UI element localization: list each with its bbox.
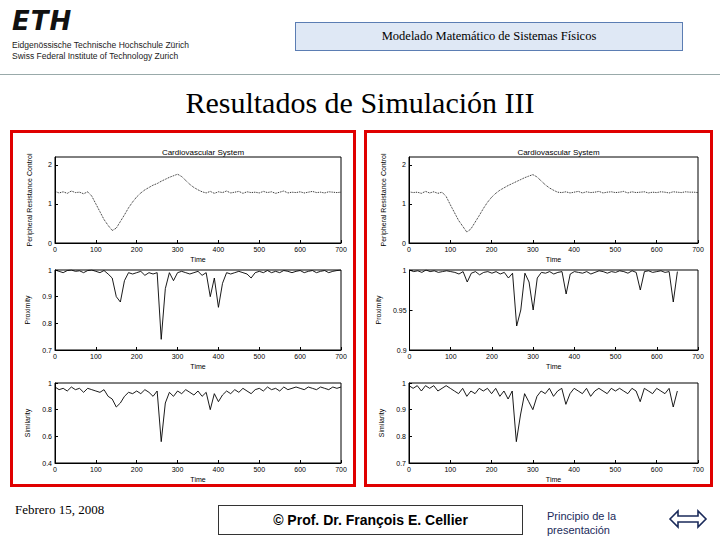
svg-text:300: 300: [172, 246, 184, 253]
svg-text:0: 0: [53, 246, 57, 253]
svg-text:1: 1: [402, 380, 406, 387]
svg-text:2: 2: [48, 161, 52, 168]
svg-text:0.95: 0.95: [393, 307, 407, 314]
svg-text:400: 400: [568, 246, 580, 253]
html-text:Modelado Matemático de Sistema: Modelado Matemático de Sistemas Físicos: [381, 29, 597, 43]
svg-text:Cardiovascular System: Cardiovascular System: [517, 148, 600, 157]
svg-text:400: 400: [213, 246, 225, 253]
svg-text:0.6: 0.6: [42, 433, 52, 440]
svg-text:100: 100: [90, 246, 102, 253]
svg-text:700: 700: [692, 246, 704, 253]
svg-text:0.9: 0.9: [396, 406, 406, 413]
svg-text:0: 0: [402, 240, 406, 247]
svg-text:400: 400: [568, 466, 580, 473]
svg-text:Proximity: Proximity: [375, 295, 383, 324]
svg-text:200: 200: [131, 246, 143, 253]
svg-text:1: 1: [402, 200, 406, 207]
svg-text:700: 700: [692, 353, 704, 360]
svg-text:0.8: 0.8: [42, 320, 52, 327]
svg-text:500: 500: [253, 246, 265, 253]
svg-text:400: 400: [569, 353, 581, 360]
svg-text:1: 1: [403, 267, 407, 274]
svg-text:Similarity: Similarity: [24, 408, 32, 437]
svg-text:100: 100: [90, 466, 102, 473]
svg-text:200: 200: [486, 246, 498, 253]
svg-text:Cardiovascular System: Cardiovascular System: [162, 148, 245, 157]
svg-text:300: 300: [172, 466, 184, 473]
svg-text:Time: Time: [546, 476, 561, 483]
svg-text:Peripheral Resistance Control: Peripheral Resistance Control: [26, 153, 34, 246]
svg-text:500: 500: [610, 466, 622, 473]
svg-text:600: 600: [294, 353, 306, 360]
svg-text:600: 600: [294, 466, 306, 473]
svg-text:1: 1: [48, 200, 52, 207]
svg-text:0: 0: [53, 466, 57, 473]
svg-text:Time: Time: [190, 363, 205, 370]
html-text:Principio de la presentación: Principio de la presentación: [547, 510, 617, 536]
svg-text:500: 500: [610, 246, 622, 253]
svg-text:700: 700: [335, 246, 347, 253]
svg-text:200: 200: [131, 466, 143, 473]
html-text:Swiss Federal Institute of Tec: Swiss Federal Institute of Technology Zu…: [12, 51, 179, 61]
html-text:Febrero 15, 2008: Febrero 15, 2008: [15, 502, 105, 517]
svg-text:0.7: 0.7: [42, 347, 52, 354]
svg-text:0: 0: [48, 240, 52, 247]
svg-text:200: 200: [486, 353, 498, 360]
svg-text:Peripheral Resistance Control: Peripheral Resistance Control: [380, 153, 388, 246]
svg-text:100: 100: [444, 246, 456, 253]
svg-text:Proximity: Proximity: [24, 295, 32, 324]
svg-text:500: 500: [253, 466, 265, 473]
svg-text:0: 0: [53, 353, 57, 360]
svg-text:Time: Time: [546, 363, 561, 370]
html-text:Resultados de Simulación III: Resultados de Simulación III: [185, 86, 535, 119]
svg-text:0.8: 0.8: [42, 406, 52, 413]
html-text:Eidgenössische Technische Hoch: Eidgenössische Technische Hochschule Zür…: [12, 40, 189, 50]
svg-text:400: 400: [213, 466, 225, 473]
svg-text:600: 600: [651, 246, 663, 253]
svg-text:500: 500: [253, 353, 265, 360]
svg-text:100: 100: [90, 353, 102, 360]
svg-text:1: 1: [48, 380, 52, 387]
svg-text:300: 300: [527, 246, 539, 253]
svg-text:Similarity: Similarity: [378, 408, 386, 437]
html-text:ETH: ETH: [12, 6, 73, 36]
svg-text:600: 600: [294, 246, 306, 253]
svg-text:2: 2: [402, 161, 406, 168]
svg-text:300: 300: [172, 353, 184, 360]
svg-text:600: 600: [651, 353, 663, 360]
svg-text:0.4: 0.4: [42, 460, 52, 467]
html-text:© Prof. Dr. François E. Cellie: © Prof. Dr. François E. Cellier: [273, 512, 468, 528]
svg-text:700: 700: [335, 353, 347, 360]
svg-text:600: 600: [651, 466, 663, 473]
svg-text:300: 300: [527, 466, 539, 473]
svg-text:300: 300: [527, 353, 539, 360]
svg-text:0: 0: [407, 246, 411, 253]
svg-text:0: 0: [408, 353, 412, 360]
svg-text:1: 1: [48, 267, 52, 274]
svg-text:0.7: 0.7: [396, 460, 406, 467]
svg-text:Time: Time: [190, 256, 205, 263]
svg-text:0.8: 0.8: [396, 433, 406, 440]
svg-text:Time: Time: [190, 476, 205, 483]
svg-text:200: 200: [131, 353, 143, 360]
svg-text:0: 0: [407, 466, 411, 473]
svg-text:500: 500: [610, 353, 622, 360]
svg-text:400: 400: [213, 353, 225, 360]
svg-text:100: 100: [444, 466, 456, 473]
svg-text:Time: Time: [546, 256, 561, 263]
svg-text:100: 100: [445, 353, 457, 360]
svg-text:0.9: 0.9: [397, 347, 407, 354]
svg-text:0.9: 0.9: [42, 293, 52, 300]
svg-text:200: 200: [486, 466, 498, 473]
svg-text:700: 700: [692, 466, 704, 473]
svg-text:700: 700: [335, 466, 347, 473]
